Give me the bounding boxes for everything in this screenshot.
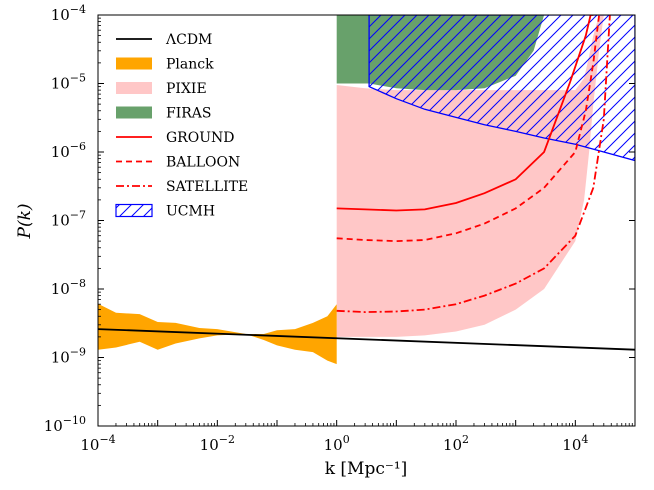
legend: ΛCDM Planck PIXIE FIRAS GROUND BALLOON SATELLI… <box>115 32 248 220</box>
y-tick-exp: −10 <box>63 414 86 427</box>
y-tick-base: 10 <box>51 143 70 161</box>
series-lcdm-line <box>98 328 635 351</box>
y-tick-base: 10 <box>44 417 63 435</box>
legend-label-balloon: BALLOON <box>166 155 240 171</box>
x-tick-exp: 0 <box>343 433 350 446</box>
y-tick-base: 10 <box>51 349 70 367</box>
y-tick-exp: −4 <box>70 3 86 16</box>
y-tick-label: 10−8 <box>51 277 86 298</box>
legend-item-ground: GROUND <box>116 130 234 146</box>
y-tick-label: 10−9 <box>51 346 86 367</box>
x-tick-base: 10 <box>80 436 99 454</box>
series-balloon-line <box>336 15 600 243</box>
legend-swatch-ucmh <box>115 203 153 218</box>
legend-item-firas: FIRAS <box>116 106 212 122</box>
y-tick-exp: −6 <box>70 140 86 153</box>
y-tick-label: 10−4 <box>51 3 86 24</box>
legend-label-planck: Planck <box>166 57 214 73</box>
y-tick-base: 10 <box>51 75 70 93</box>
y-tick-label: 10−6 <box>51 140 86 161</box>
x-tick-label: 10−2 <box>200 433 235 454</box>
legend-item-planck: Planck <box>116 57 214 73</box>
series-satellite-line <box>336 15 611 314</box>
legend-label-pixie: PIXIE <box>166 81 207 97</box>
x-tick-base: 10 <box>443 436 462 454</box>
legend-label-ground: GROUND <box>166 130 234 146</box>
legend-item-ucmh: UCMH <box>115 203 215 220</box>
x-tick-label: 10−4 <box>80 433 115 454</box>
x-tick-label: 102 <box>443 433 469 454</box>
lines-layer <box>98 15 635 351</box>
legend-swatch-pixie <box>116 82 152 94</box>
x-tick-label: 100 <box>324 433 350 454</box>
y-tick-exp: −7 <box>70 209 86 222</box>
x-tick-base: 10 <box>200 436 219 454</box>
y-tick-exp: −8 <box>70 277 86 290</box>
y-tick-label: 10−5 <box>51 72 86 93</box>
series-ucmh-region <box>368 15 635 162</box>
legend-swatch-firas <box>116 106 152 119</box>
legend-label-ucmh: UCMH <box>166 204 215 220</box>
y-tick-exp: −5 <box>70 72 86 85</box>
y-tick-base: 10 <box>51 212 70 230</box>
legend-item-lcdm: ΛCDM <box>116 32 212 48</box>
y-tick-base: 10 <box>51 6 70 24</box>
y-tick-label: 10−7 <box>51 209 86 230</box>
legend-swatch-planck <box>116 57 152 70</box>
x-tick-label: 104 <box>562 433 588 454</box>
legend-item-balloon: BALLOON <box>116 155 240 171</box>
legend-item-satellite: SATELLITE <box>116 179 248 195</box>
y-axis-title: P(k) <box>15 203 35 239</box>
y-tick-exp: −9 <box>70 346 86 359</box>
legend-item-pixie: PIXIE <box>116 81 207 97</box>
x-tick-exp: 4 <box>581 433 588 446</box>
x-tick-exp: −4 <box>99 433 115 446</box>
y-tick-base: 10 <box>51 280 70 298</box>
legend-label-lcdm: ΛCDM <box>165 32 212 48</box>
y-tick-label: 10−10 <box>44 414 86 435</box>
legend-label-satellite: SATELLITE <box>166 179 248 195</box>
x-tick-base: 10 <box>562 436 581 454</box>
x-tick-exp: −2 <box>219 433 235 446</box>
x-axis-title: k [Mpc⁻¹] <box>325 459 408 479</box>
series-ground-line <box>336 15 594 212</box>
legend-label-firas: FIRAS <box>166 106 212 122</box>
x-axis: 10−4 10−2 100 102 104 <box>80 420 636 454</box>
x-tick-exp: 2 <box>462 433 469 446</box>
x-tick-base: 10 <box>324 436 343 454</box>
